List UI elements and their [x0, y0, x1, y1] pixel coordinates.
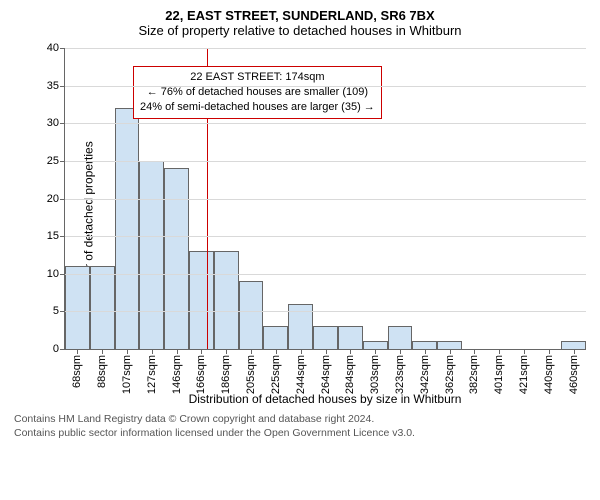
x-tick-mark [127, 349, 128, 354]
footer: Contains HM Land Registry data © Crown c… [10, 406, 590, 440]
x-tick-label: 68sqm [71, 355, 83, 388]
x-tick-label: 303sqm [369, 355, 381, 394]
x-tick-mark [574, 349, 575, 354]
x-tick-label: 362sqm [444, 355, 456, 394]
x-tick-label: 264sqm [320, 355, 332, 394]
x-tick-mark [549, 349, 550, 354]
bar [90, 266, 115, 349]
x-tick-mark [326, 349, 327, 354]
x-tick-mark [226, 349, 227, 354]
bar [164, 168, 189, 349]
x-tick-mark [152, 349, 153, 354]
footer-line-2: Contains public sector information licen… [14, 426, 586, 440]
x-tick-mark [499, 349, 500, 354]
grid-line [65, 123, 586, 124]
x-tick-mark [375, 349, 376, 354]
bar [214, 251, 239, 349]
bar [313, 326, 338, 349]
x-tick-label: 323sqm [394, 355, 406, 394]
chart-container: 22, EAST STREET, SUNDERLAND, SR6 7BX Siz… [0, 0, 600, 500]
x-tick-mark [102, 349, 103, 354]
y-tick-label: 15 [47, 230, 65, 242]
x-tick-label: 146sqm [171, 355, 183, 394]
y-tick-label: 10 [47, 268, 65, 280]
x-tick-mark [524, 349, 525, 354]
bar [115, 108, 140, 349]
x-tick-label: 244sqm [295, 355, 307, 394]
annotation-line: 22 EAST STREET: 174sqm [140, 70, 375, 85]
x-tick-mark [425, 349, 426, 354]
x-tick-label: 460sqm [568, 355, 580, 394]
grid-line [65, 161, 586, 162]
bar [65, 266, 90, 349]
chart-title-main: 22, EAST STREET, SUNDERLAND, SR6 7BX [10, 8, 590, 23]
x-tick-mark [474, 349, 475, 354]
x-tick-label: 186sqm [220, 355, 232, 394]
y-tick-label: 25 [47, 155, 65, 167]
x-tick-mark [450, 349, 451, 354]
bar [561, 341, 586, 349]
x-tick-mark [251, 349, 252, 354]
x-tick-label: 166sqm [195, 355, 207, 394]
x-tick-label: 88sqm [96, 355, 108, 388]
annotation-line: 24% of semi-detached houses are larger (… [140, 100, 375, 115]
grid-line [65, 274, 586, 275]
bar [239, 281, 264, 349]
x-tick-label: 382sqm [468, 355, 480, 394]
y-tick-label: 30 [47, 117, 65, 129]
x-tick-label: 401sqm [493, 355, 505, 394]
annotation-box: 22 EAST STREET: 174sqm← 76% of detached … [133, 66, 382, 119]
grid-line [65, 86, 586, 87]
x-tick-mark [177, 349, 178, 354]
bar [139, 161, 164, 349]
x-tick-label: 284sqm [344, 355, 356, 394]
x-tick-label: 225sqm [270, 355, 282, 394]
y-tick-label: 5 [53, 305, 65, 317]
bar [338, 326, 363, 349]
x-tick-label: 342sqm [419, 355, 431, 394]
bar [263, 326, 288, 349]
grid-line [65, 199, 586, 200]
x-tick-label: 205sqm [245, 355, 257, 394]
bar [363, 341, 388, 349]
x-tick-mark [201, 349, 202, 354]
chart-title-sub: Size of property relative to detached ho… [10, 23, 590, 38]
grid-line [65, 236, 586, 237]
grid-line [65, 48, 586, 49]
x-tick-label: 127sqm [146, 355, 158, 394]
grid-line [65, 311, 586, 312]
x-axis-label: Distribution of detached houses by size … [64, 392, 586, 406]
y-tick-label: 40 [47, 42, 65, 54]
plot-outer: Number of detached properties 22 EAST ST… [10, 42, 590, 406]
plot-area: 22 EAST STREET: 174sqm← 76% of detached … [64, 48, 586, 350]
x-tick-label: 440sqm [543, 355, 555, 394]
y-tick-label: 0 [53, 343, 65, 355]
x-tick-mark [276, 349, 277, 354]
bar [388, 326, 413, 349]
x-tick-label: 107sqm [121, 355, 133, 394]
x-tick-mark [77, 349, 78, 354]
x-tick-mark [350, 349, 351, 354]
x-tick-mark [301, 349, 302, 354]
y-tick-label: 20 [47, 193, 65, 205]
x-tick-label: 421sqm [518, 355, 530, 394]
bar [189, 251, 214, 349]
x-tick-mark [400, 349, 401, 354]
bar [437, 341, 462, 349]
footer-line-1: Contains HM Land Registry data © Crown c… [14, 412, 586, 426]
y-tick-label: 35 [47, 80, 65, 92]
bar [412, 341, 437, 349]
annotation-line: ← 76% of detached houses are smaller (10… [140, 85, 375, 100]
